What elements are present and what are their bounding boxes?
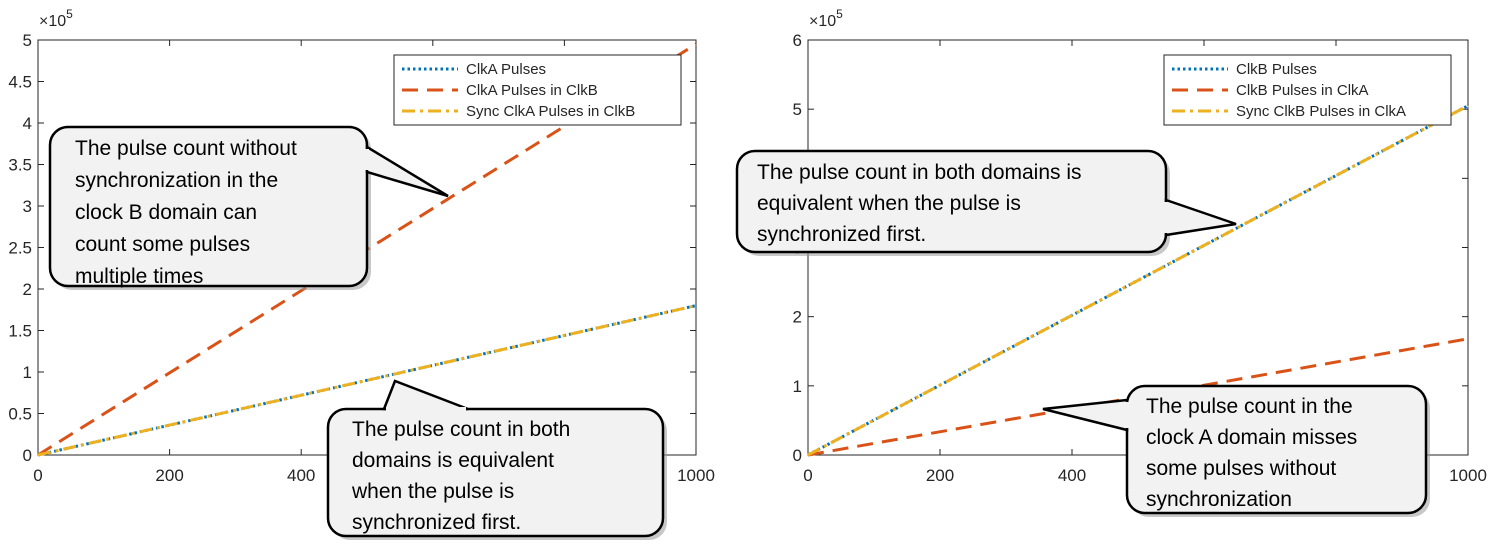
legend: ClkA Pulses ClkA Pulses in ClkB Sync ClkA … — [393, 54, 682, 126]
legend-entry: ClkB Pulses in ClkA — [1236, 82, 1369, 99]
callout-text-line: The pulse count without — [75, 137, 297, 160]
x-tick-label: 200 — [155, 466, 183, 485]
y-exponent-label: ×105 — [809, 7, 843, 30]
y-tick-label: 4.5 — [8, 73, 32, 92]
series-line-1 — [807, 104, 1469, 457]
callout-box — [326, 407, 665, 538]
y-tick-label: 5 — [23, 31, 32, 50]
y-exponent-power: 5 — [66, 7, 73, 21]
callout-text-line: The pulse count in both — [352, 418, 570, 441]
series-line-3 — [807, 104, 1469, 457]
x-tick-label: 400 — [287, 466, 315, 485]
callout-text-line: synchronization — [1146, 488, 1292, 511]
callout-text-line: equivalent when the pulse is — [757, 192, 1021, 215]
chart-1: 0200400600800100000.511.522.533.544.55×1… — [8, 7, 715, 540]
legend-entry: Sync ClkA Pulses in ClkB — [466, 103, 635, 120]
callout-text-line: The pulse count in both domains is — [757, 161, 1082, 184]
x-tick-label: 1000 — [1449, 466, 1487, 485]
callout-text-line: The pulse count in the — [1146, 395, 1353, 418]
callout-text-line: some pulses without — [1146, 457, 1336, 480]
callout-text-line: multiple times — [75, 265, 203, 288]
y-tick-label: 5 — [793, 100, 802, 119]
legend-entry: ClkA Pulses — [466, 61, 546, 78]
callout-2: The pulse count in the clock A domain mis… — [1042, 384, 1430, 517]
x-tick-label: 1000 — [677, 466, 715, 485]
callout-text-line: clock A domain misses — [1146, 426, 1357, 449]
callout-text-line: clock B domain can — [75, 201, 257, 224]
callout-box — [48, 125, 369, 288]
y-tick-label: 3.5 — [8, 156, 32, 175]
callout-text-line: when the pulse is — [351, 480, 514, 503]
y-tick-label: 1 — [23, 363, 32, 382]
x-tick-label: 200 — [926, 466, 954, 485]
callout-1: The pulse count without synchronization i… — [48, 125, 449, 290]
y-tick-label: 4 — [23, 114, 32, 133]
legend-entry: Sync ClkB Pulses in ClkA — [1236, 103, 1406, 120]
y-tick-label: 2 — [793, 308, 802, 327]
callout-1: The pulse count in both domains is equiva… — [735, 149, 1237, 256]
y-exponent-label: ×105 — [39, 7, 73, 30]
callout-text-line: synchronized first. — [352, 511, 521, 534]
legend-entry: ClkA Pulses in ClkB — [466, 82, 598, 99]
series-line-3 — [37, 304, 697, 457]
x-tick-label: 0 — [33, 466, 42, 485]
y-tick-label: 0.5 — [8, 405, 32, 424]
y-tick-label: 1 — [793, 377, 802, 396]
y-tick-label: 6 — [793, 31, 802, 50]
callout-text-line: count some pulses — [75, 233, 250, 256]
y-tick-label: 1.5 — [8, 322, 32, 341]
x-tick-label: 400 — [1058, 466, 1086, 485]
callout-text-line: domains is equivalent — [352, 449, 554, 472]
y-tick-label: 0 — [793, 446, 802, 465]
callout-box — [1125, 384, 1428, 515]
callout-text-line: synchronization in the — [75, 169, 278, 192]
legend-entry: ClkB Pulses — [1236, 61, 1317, 78]
y-exponent-power: 5 — [836, 7, 843, 21]
legend: ClkB Pulses ClkB Pulses in ClkA Sync ClkB … — [1163, 54, 1452, 126]
legend-box — [393, 54, 682, 126]
y-tick-label: 2 — [23, 280, 32, 299]
y-tick-label: 3 — [23, 197, 32, 216]
y-tick-label: 2.5 — [8, 239, 32, 258]
callout-text-line: synchronized first. — [757, 223, 926, 246]
x-tick-label: 0 — [803, 466, 812, 485]
callout-2: The pulse count in both domains is equiva… — [326, 379, 667, 540]
y-tick-label: 0 — [23, 446, 32, 465]
